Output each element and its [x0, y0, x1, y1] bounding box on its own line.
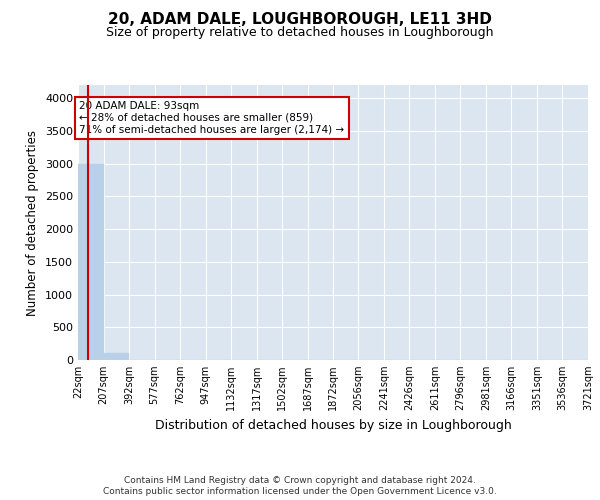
X-axis label: Distribution of detached houses by size in Loughborough: Distribution of detached houses by size … [155, 418, 511, 432]
Text: Size of property relative to detached houses in Loughborough: Size of property relative to detached ho… [106, 26, 494, 39]
Text: Contains HM Land Registry data © Crown copyright and database right 2024.: Contains HM Land Registry data © Crown c… [124, 476, 476, 485]
Bar [78, 164, 104, 360]
Text: 20, ADAM DALE, LOUGHBOROUGH, LE11 3HD: 20, ADAM DALE, LOUGHBOROUGH, LE11 3HD [108, 12, 492, 28]
Text: Contains public sector information licensed under the Open Government Licence v3: Contains public sector information licen… [103, 488, 497, 496]
Bar [104, 353, 129, 360]
Y-axis label: Number of detached properties: Number of detached properties [26, 130, 40, 316]
Text: 20 ADAM DALE: 93sqm
← 28% of detached houses are smaller (859)
71% of semi-detac: 20 ADAM DALE: 93sqm ← 28% of detached ho… [79, 102, 344, 134]
